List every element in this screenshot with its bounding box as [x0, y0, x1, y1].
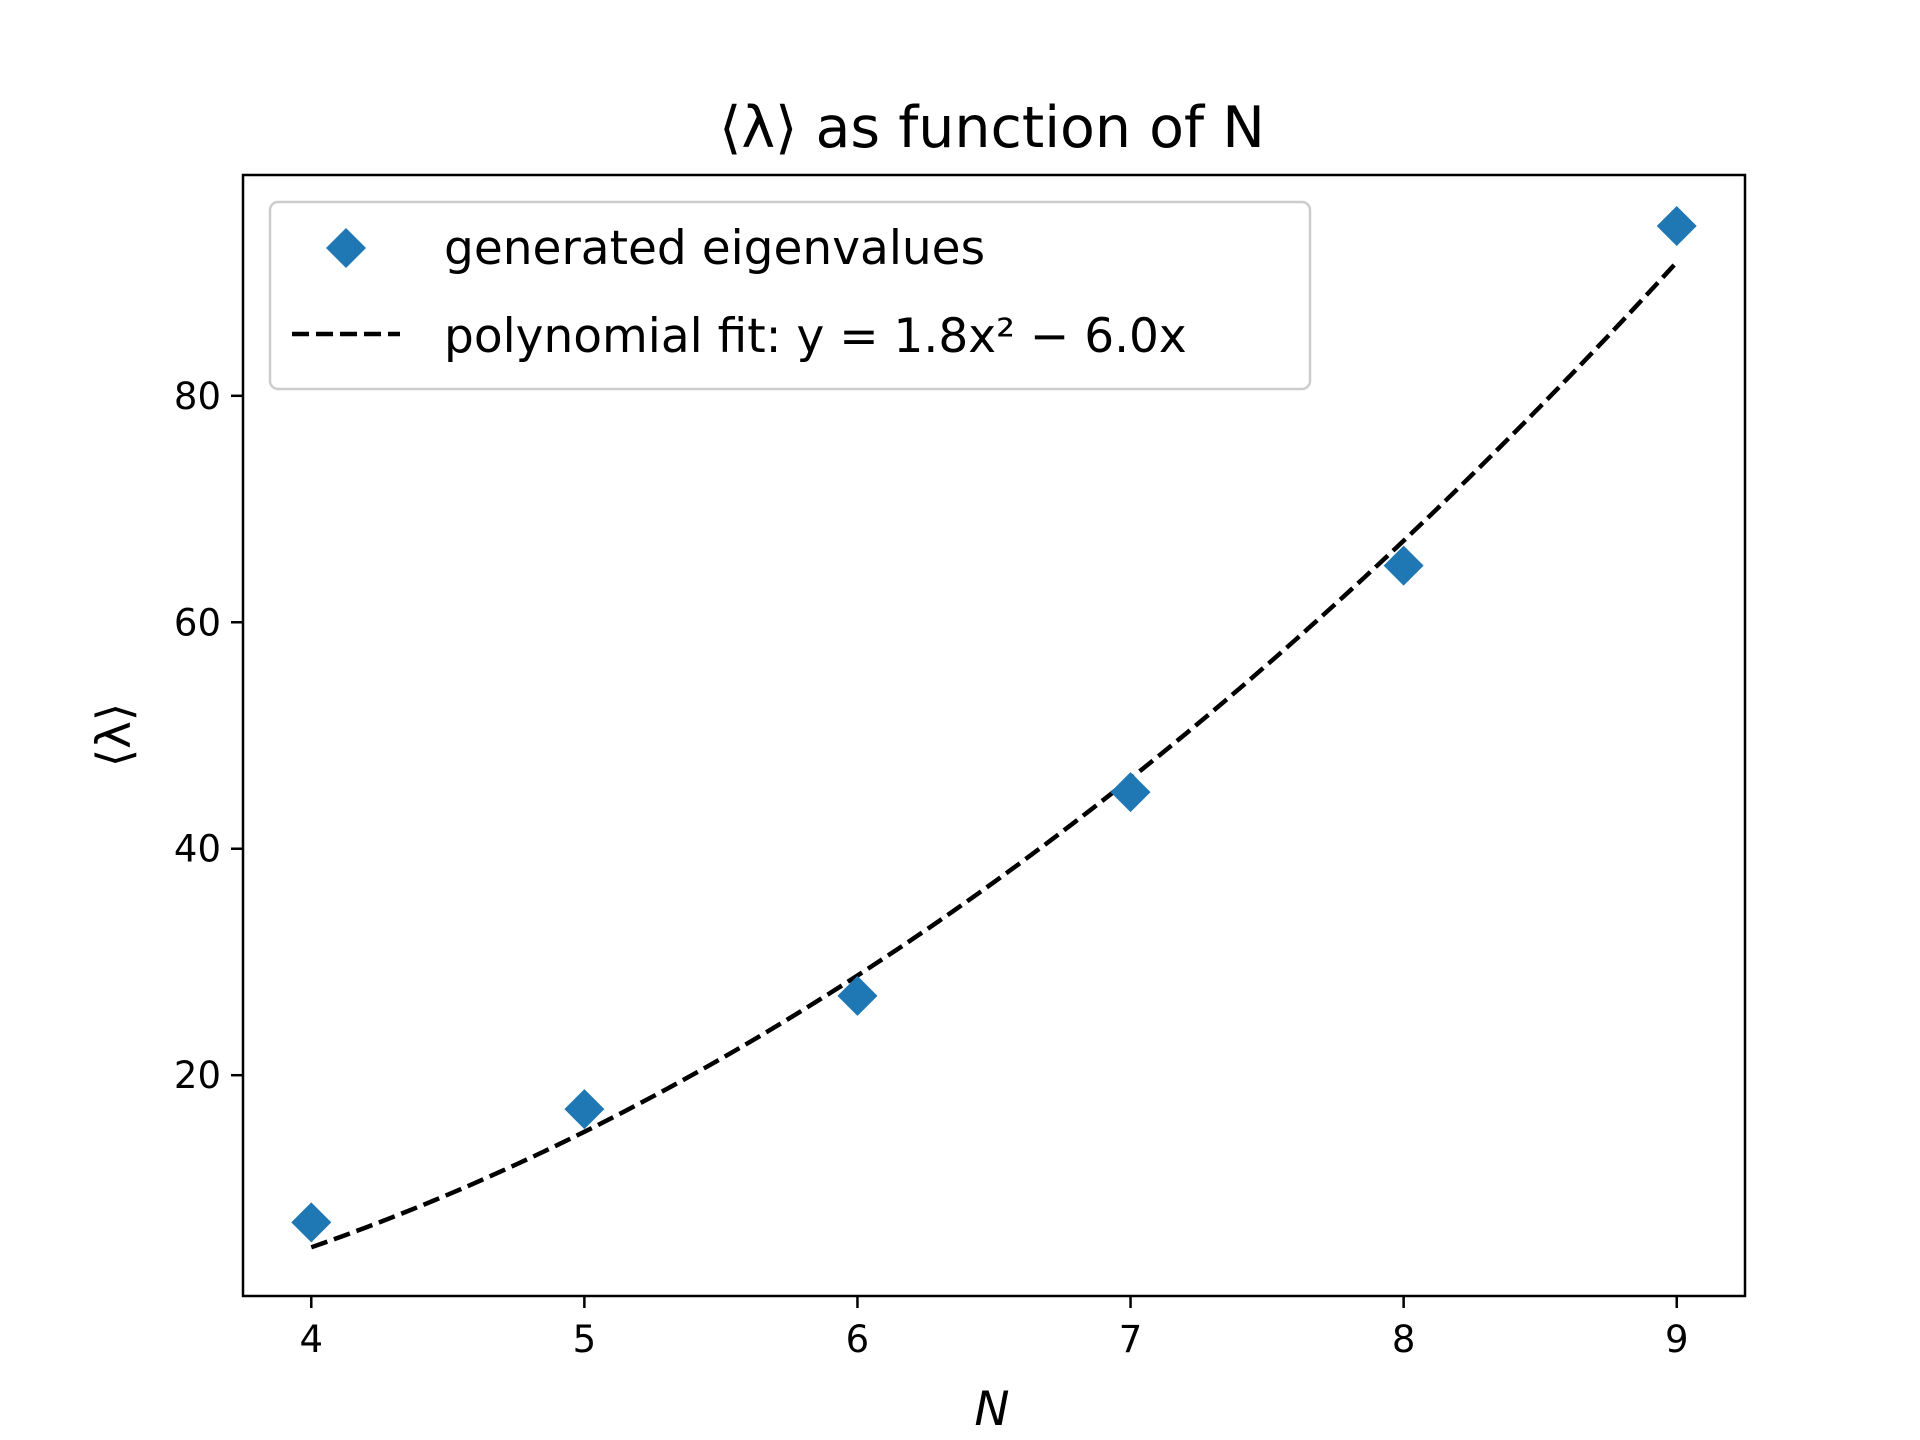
y-tick-label: 20	[174, 1054, 221, 1097]
legend-marker-diamond	[326, 228, 366, 268]
x-axis: 4 5 6 7 8 9	[299, 1296, 1689, 1361]
y-axis: 20 40 60 80	[174, 375, 243, 1097]
x-tick-label: 8	[1392, 1318, 1416, 1361]
data-point	[291, 1202, 332, 1243]
x-tick-label: 7	[1119, 1318, 1143, 1361]
y-tick-label: 80	[174, 375, 221, 418]
legend-label-eigenvalues: generated eigenvalues	[444, 221, 985, 276]
data-point	[1110, 772, 1151, 813]
y-axis-label: ⟨λ⟩	[87, 703, 142, 768]
x-tick-label: 6	[846, 1318, 870, 1361]
y-tick-label: 40	[174, 828, 221, 871]
data-point	[564, 1089, 605, 1130]
legend: generated eigenvalues polynomial fit: y …	[268, 200, 1312, 391]
x-tick-label: 5	[573, 1318, 597, 1361]
legend-box	[268, 200, 1312, 391]
x-axis-label: N	[974, 1382, 1009, 1437]
y-tick-label: 60	[174, 601, 221, 644]
data-point	[1383, 545, 1424, 586]
legend-label-fit: polynomial fit: y = 1.8x² − 6.0x	[444, 309, 1187, 364]
x-tick-label: 9	[1665, 1318, 1689, 1361]
fit-line	[310, 260, 1679, 1250]
data-point	[837, 975, 878, 1016]
data-point	[1656, 205, 1697, 246]
chart-title: ⟨λ⟩ as function of N	[719, 95, 1265, 161]
x-tick-label: 4	[299, 1318, 323, 1361]
scatter-points	[291, 205, 1697, 1243]
